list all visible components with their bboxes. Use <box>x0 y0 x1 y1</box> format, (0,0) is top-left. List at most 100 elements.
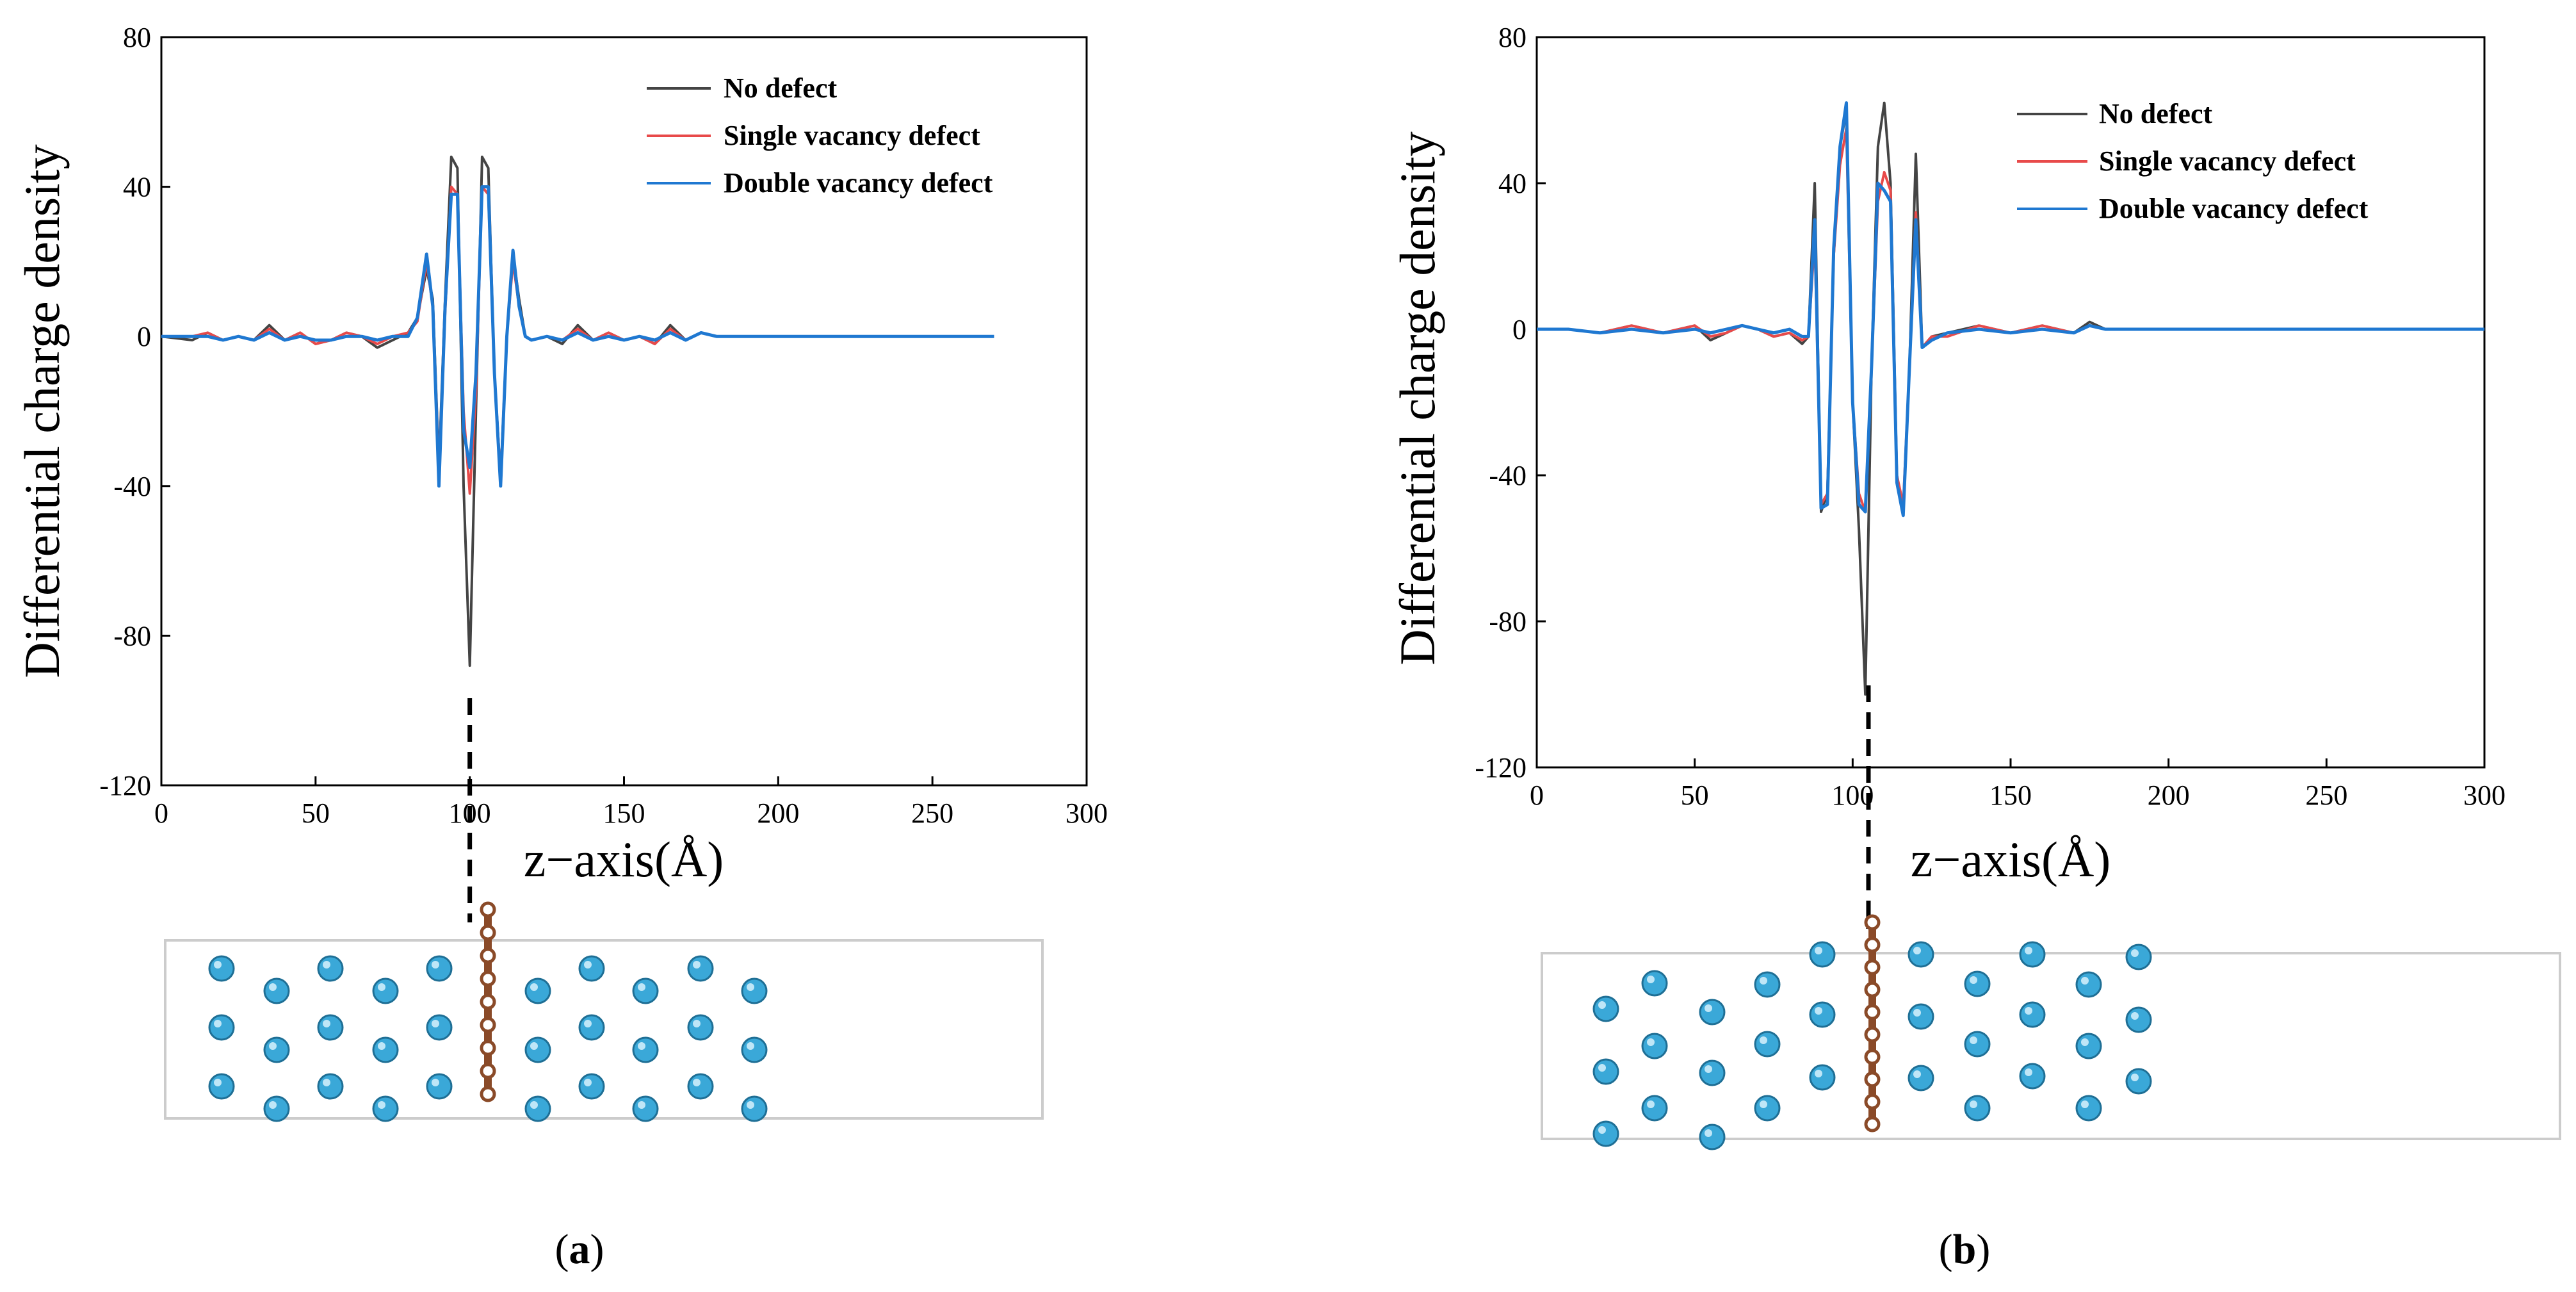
atom-highlight <box>693 961 701 969</box>
x-tick-label: 200 <box>757 797 799 829</box>
atom-highlight <box>1760 977 1767 985</box>
atom-highlight <box>1705 1065 1712 1073</box>
atom-highlight <box>1815 1007 1822 1015</box>
metal-atom <box>632 1036 659 1063</box>
atom-highlight <box>693 1079 701 1086</box>
metal-atom <box>578 1073 605 1100</box>
carbon-atom <box>480 1063 496 1079</box>
metal-atom <box>1754 971 1781 998</box>
metal-atom <box>1641 1095 1668 1122</box>
atom-highlight <box>378 1101 385 1109</box>
metal-atom <box>317 955 344 982</box>
y-tick-label: 40 <box>1498 168 1527 199</box>
x-axis-label: z−axis(Å) <box>524 831 724 887</box>
x-tick-label: 250 <box>2305 780 2347 811</box>
metal-atom <box>263 977 290 1004</box>
atom-highlight <box>530 1101 538 1109</box>
metal-atom <box>1908 941 1934 968</box>
atom-highlight <box>214 961 222 969</box>
y-tick-label: 80 <box>1498 22 1527 53</box>
atom-highlight <box>530 1042 538 1050</box>
metal-atom <box>1908 1003 1934 1030</box>
x-tick-label: 200 <box>2148 780 2190 811</box>
series-group <box>1537 101 2484 696</box>
x-axis-label: z−axis(Å) <box>1911 831 2111 887</box>
atom-highlight <box>432 961 439 969</box>
atom-highlight <box>1760 1100 1767 1108</box>
metal-atom <box>1641 970 1668 997</box>
carbon-atom <box>1864 959 1881 976</box>
carbon-atom <box>480 970 496 987</box>
y-axis-ticks: 80 40 0 -40 -80 -120 <box>1475 22 1546 783</box>
metal-atom <box>578 1014 605 1041</box>
atom-highlight <box>323 961 330 969</box>
atom-highlight <box>214 1079 222 1086</box>
metal-atom <box>2019 1063 2046 1090</box>
carbon-atom <box>480 1086 496 1102</box>
metal-atom <box>317 1073 344 1100</box>
metal-atom <box>687 955 714 982</box>
metal-atom <box>372 1095 399 1122</box>
y-axis-label: Differential charge density <box>14 144 70 678</box>
y-tick-label: -80 <box>1489 606 1527 637</box>
metal-atom <box>687 1073 714 1100</box>
y-tick-label: 0 <box>137 321 151 352</box>
metal-atom <box>1964 970 1991 997</box>
y-tick-label: -40 <box>1489 460 1527 491</box>
metal-atom <box>2075 971 2102 998</box>
legend-label-single-vacancy: Single vacancy defect <box>2099 145 2356 177</box>
metal-atom <box>524 1036 551 1063</box>
carbon-atom <box>480 901 496 918</box>
metal-atom <box>1754 1095 1781 1122</box>
carbon-atom <box>480 994 496 1010</box>
atom-highlight <box>2131 1012 2139 1020</box>
atom-highlight <box>1970 1036 1977 1044</box>
carbon-atom <box>1864 1026 1881 1043</box>
metal-atom <box>317 1014 344 1041</box>
atom-highlight <box>1705 1129 1712 1137</box>
atom-highlight <box>1913 1070 1921 1078</box>
atom-highlight <box>1598 1126 1606 1134</box>
series-line-double-vacancy-defect <box>1537 101 2484 518</box>
atom-highlight <box>378 1042 385 1050</box>
x-tick-label: 300 <box>1065 797 1108 829</box>
atom-highlight <box>269 1042 277 1050</box>
atom-highlight <box>2081 977 2089 985</box>
atom-highlight <box>2025 947 2032 954</box>
atom-highlight <box>638 1042 645 1050</box>
metal-atom <box>263 1036 290 1063</box>
metal-atom <box>741 1036 768 1063</box>
carbon-atom <box>1864 981 1881 998</box>
metal-atom <box>426 955 453 982</box>
series-line-no-defect <box>161 155 994 667</box>
carbon-atom <box>480 1040 496 1056</box>
atom-highlight <box>584 961 592 969</box>
atom-highlight <box>1647 1038 1655 1046</box>
y-axis-label: Differential charge density <box>1389 131 1445 665</box>
atomic-structure-b <box>1541 914 2561 1150</box>
carbon-atom <box>1864 1116 1881 1133</box>
x-tick-label: 50 <box>1681 780 1709 811</box>
metal-atom <box>2125 1068 2152 1095</box>
atom-highlight <box>584 1079 592 1086</box>
panel-label-a: (a) <box>555 1226 604 1273</box>
atom-highlight <box>1598 1001 1606 1009</box>
x-tick-label: 150 <box>603 797 645 829</box>
y-tick-label: -40 <box>113 471 151 502</box>
metal-atom <box>1699 1124 1726 1150</box>
y-tick-label: 0 <box>1512 314 1527 345</box>
atom-highlight <box>214 1020 222 1027</box>
legend-label-no-defect: No defect <box>2099 98 2212 129</box>
panel-label-b: (b) <box>1939 1226 1991 1273</box>
metal-atom <box>1699 999 1726 1026</box>
y-tick-label: -120 <box>1475 752 1527 783</box>
atom-highlight <box>1705 1004 1712 1012</box>
atom-highlight <box>1760 1036 1767 1044</box>
atom-highlight <box>1647 1100 1655 1108</box>
carbon-atom <box>1864 1093 1881 1110</box>
atom-highlight <box>323 1079 330 1086</box>
atom-highlight <box>747 1042 754 1050</box>
